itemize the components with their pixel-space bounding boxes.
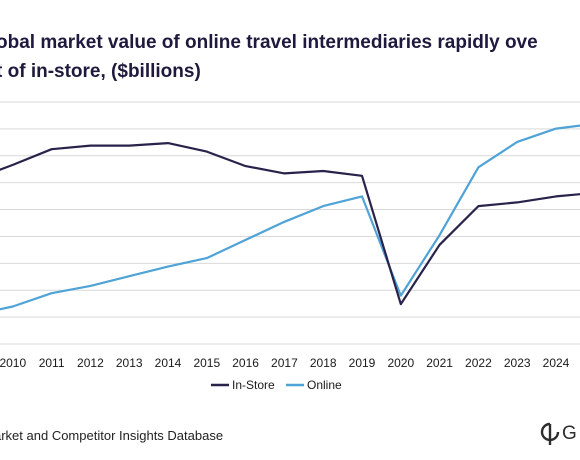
x-tick-label: 2016: [232, 356, 259, 370]
x-tick-label: 2023: [504, 356, 531, 370]
source-note: arket and Competitor Insights Database: [0, 428, 224, 443]
x-tick-label: 2020: [387, 356, 414, 370]
x-tick-label: 2012: [77, 356, 104, 370]
legend: In-Store Online: [211, 378, 342, 392]
series-line-in-store: [0, 142, 580, 306]
x-tick-label: 2011: [39, 356, 65, 370]
x-tick-label: 2017: [271, 356, 298, 370]
x-tick-label: 2024: [543, 356, 570, 370]
x-tick-label: 2021: [426, 356, 453, 370]
x-tick-label: 2018: [310, 356, 337, 370]
chart-title-line-2: t of in-store, ($billions): [0, 61, 201, 82]
x-tick-label: 2019: [349, 356, 376, 370]
x-tick-label: 2013: [116, 356, 143, 370]
company-logo: G: [540, 421, 580, 449]
logo-text: G: [562, 423, 577, 444]
chart-title: obal market value of online travel inter…: [0, 28, 580, 86]
x-tick-label: 2010: [0, 356, 26, 370]
chart-title-line-1: obal market value of online travel inter…: [0, 32, 538, 53]
x-tick-label: 2022: [465, 356, 492, 370]
legend-label-online: Online: [307, 378, 342, 392]
legend-label-in-store: In-Store: [232, 378, 275, 392]
series-line-online: [0, 124, 580, 311]
series-lines: [0, 124, 580, 311]
logo-mark-icon: [540, 422, 560, 445]
x-axis-tick-labels: 2010 2011 2012 2013 2014 2015 2016 2017 2018 2019…: [0, 356, 570, 370]
gridlines: [0, 101, 580, 345]
x-tick-label: 2014: [155, 356, 182, 370]
x-tick-label: 2015: [193, 356, 220, 370]
